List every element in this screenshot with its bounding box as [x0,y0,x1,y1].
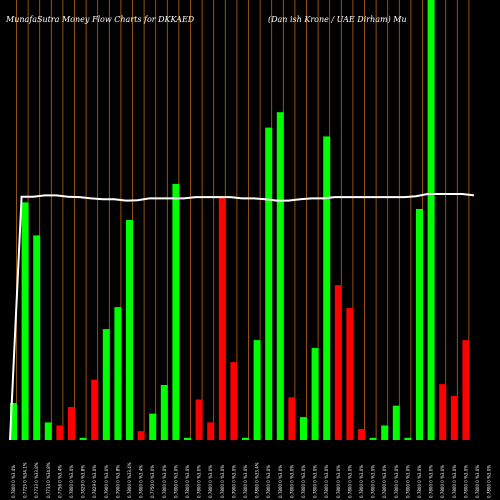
money-flow-bar [10,403,17,440]
money-flow-bar [381,425,389,440]
x-tick-label: 0.7800 0 %3.0% [278,465,283,498]
money-flow-bar [404,437,412,440]
x-tick-label: 0.7733 0 %34.8% [46,462,51,498]
money-flow-bar [450,396,458,440]
x-tick-label: 0.7800 0 %3.0% [417,465,422,498]
x-tick-label: 0.7756 0 %3.4% [57,465,62,498]
x-tick-label: 0.7900 0 %3.0% [231,465,236,498]
x-tick-label: 0.7800 0 %3.0% [266,465,271,498]
money-flow-bar [416,209,423,440]
money-flow-bar [56,425,64,440]
chart-line-group [9,193,475,441]
money-flow-bar [44,422,52,440]
x-tick-label: 0.7800 0 %3.4% [11,465,16,498]
x-tick-label: 0.7800 0 %3.0% [382,465,387,498]
money-flow-bar [346,308,354,440]
chart-tick-labels: 0.7800 0 %3.4% 0.7725 0 %34.1% 0.7733 0 %3… [11,462,492,498]
x-tick-label: 0.7800 0 %3.0% [162,465,167,498]
x-tick-label: 0.7800 0 %3.0% [452,465,457,498]
x-tick-label: 0.7900 0 %3.8% [115,465,120,498]
x-tick-label: 0.7800 0 %3.0% [208,465,213,498]
money-flow-bar [79,437,87,440]
money-flow-bar [172,183,180,441]
x-tick-label: 0.7800 0 %3.0% [69,465,74,498]
money-flow-bar [242,437,249,440]
money-flow-bar [439,384,447,440]
x-tick-label: 0.7733 0 %33.8% [34,462,39,498]
money-flow-bar [288,397,296,440]
money-flow-line [9,193,475,441]
x-tick-label: 0.7800 0 %3.0% [429,465,434,498]
money-flow-bar [149,413,157,440]
money-flow-bar [369,437,377,440]
money-flow-bar [91,379,99,440]
x-tick-label: 0.7800 0 %3.0% [405,465,410,498]
money-flow-bar [195,399,203,440]
chart-subtitle: (Dan ish Krone / UAE Dirham) Mu [268,15,407,24]
x-tick-label: 0.7800 0 %3.0% [475,465,480,498]
x-tick-label: 0.7800 0 %3.0% [220,465,225,498]
chart-title: MunafaSutra Money Flow Charts for DKKAED [5,15,195,24]
money-flow-bar [21,202,29,440]
money-flow-bar [392,405,400,440]
x-tick-label: 0.7829 0 %3.0% [92,465,97,498]
x-tick-label: 0.7800 0 %3.0% [173,465,178,498]
x-tick-label: 0.7800 0 %3.0% [336,465,341,498]
x-tick-label: 0.7800 0 %3.0% [313,465,318,498]
money-flow-bar [114,307,122,440]
x-tick-label: 0.7800 0 %3.0% [289,465,294,498]
x-tick-label: 0.7900 0 %3.0% [104,465,109,498]
money-flow-bar [311,348,319,440]
x-tick-label: 0.7800 0 %33.4% [127,462,132,498]
x-tick-label: 0.7750 0 %3.0% [150,465,155,498]
x-tick-label: 0.7800 0 %3.0% [197,465,202,498]
money-flow-bar [160,385,168,440]
chart-bars [10,0,470,441]
money-flow-bar [253,340,261,440]
x-tick-label: 0.7800 0 %3.0% [463,465,468,498]
money-flow-bar [230,362,238,440]
money-flow-bar [218,198,226,440]
money-flow-bar [33,235,41,440]
x-tick-label: 0.7800 0 %33.4% [255,462,260,498]
x-tick-label: 0.7800 0 %3.0% [394,465,399,498]
money-flow-bar [358,429,365,440]
x-tick-label: 0.7829 0 %3.8% [81,465,86,498]
x-tick-label: 0.7800 0 %3.0% [371,465,376,498]
x-tick-label: 0.7800 0 %3.0% [185,465,190,498]
x-tick-label: 0.7800 0 %3.0% [243,465,248,498]
money-flow-bar [102,329,110,440]
money-flow-bar [334,285,342,440]
money-flow-bar [300,417,307,440]
x-tick-label: 0.7800 0 %3.0% [347,465,352,498]
money-flow-bar [323,136,331,440]
money-flow-bar [126,220,133,440]
money-flow-bar [276,112,284,440]
x-tick-label: 0.7800 0 %3.4% [139,465,144,498]
x-tick-label: 0.7800 0 %3.0% [324,465,329,498]
x-tick-label: 0.7800 0 %3.0% [301,465,306,498]
x-tick-label: 0.7800 0 %3.0% [440,465,445,498]
money-flow-bar [68,407,75,440]
money-flow-bar [427,0,435,440]
x-tick-label: 0.7800 0 %3.0% [487,465,492,498]
money-flow-bar [462,340,470,440]
money-flow-bar [265,127,273,440]
money-flow-bar [207,422,215,440]
x-tick-label: 0.7725 0 %34.1% [23,462,28,498]
x-tick-label: 0.7800 0 %3.0% [359,465,364,498]
money-flow-bar [184,437,191,440]
money-flow-bar [137,431,145,440]
